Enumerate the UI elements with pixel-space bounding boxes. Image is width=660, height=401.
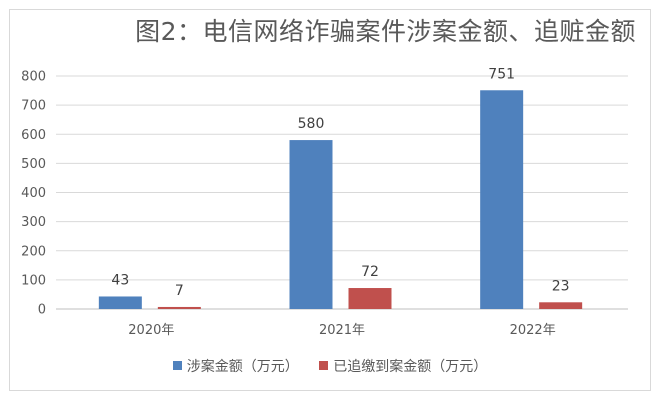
y-tick-label: 700 — [21, 99, 46, 114]
y-tick-label: 0 — [38, 303, 46, 318]
data-label: 7 — [175, 283, 184, 299]
data-label: 23 — [552, 278, 570, 294]
bar-series-1 — [480, 90, 524, 310]
y-tick-label: 500 — [21, 157, 46, 172]
x-tick-label: 2021年 — [319, 323, 365, 338]
legend-swatch-series-1 — [172, 361, 182, 370]
y-tick-label: 100 — [21, 273, 46, 288]
bar-series-1 — [98, 296, 142, 309]
chart-legend: 涉案金额（万元） 已追缴到案金额（万元） — [0, 356, 660, 376]
data-label: 72 — [361, 264, 379, 280]
y-tick-label: 400 — [21, 186, 46, 201]
legend-item-series-2: 已追缴到案金额（万元） — [319, 356, 487, 376]
y-tick-label: 200 — [21, 244, 46, 259]
y-tick-label: 600 — [21, 128, 46, 143]
legend-item-series-1: 涉案金额（万元） — [172, 356, 299, 376]
data-label: 751 — [488, 66, 515, 82]
y-tick-label: 800 — [21, 70, 46, 85]
bar-series-2 — [348, 288, 392, 309]
legend-label-series-2: 已追缴到案金额（万元） — [333, 359, 488, 375]
x-tick-label: 2020年 — [128, 323, 174, 338]
bar-series-1 — [289, 140, 333, 309]
x-tick-label: 2022年 — [510, 323, 556, 338]
bar-series-2 — [157, 306, 201, 309]
data-label: 580 — [298, 116, 325, 132]
legend-label-series-1: 涉案金额（万元） — [186, 359, 299, 375]
chart-title: 图2：电信网络诈骗案件涉案金额、追赃金额 — [135, 17, 636, 46]
bar-series-2 — [539, 302, 583, 309]
y-tick-label: 300 — [21, 215, 46, 230]
legend-swatch-series-2 — [319, 361, 329, 370]
data-label: 43 — [111, 272, 129, 288]
